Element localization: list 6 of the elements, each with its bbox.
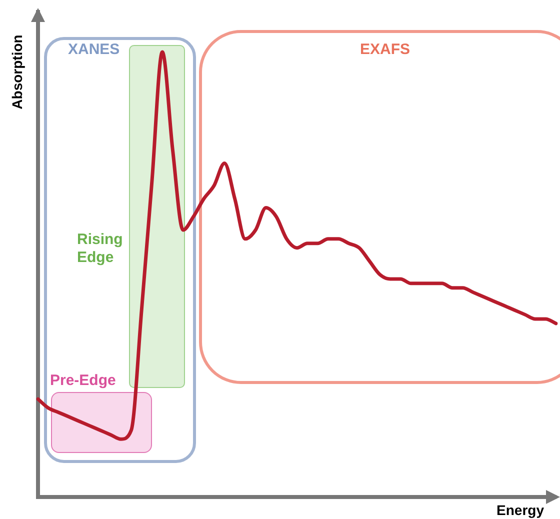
annotation: EXAFS (360, 41, 410, 58)
annotation: Pre-Edge (50, 372, 116, 389)
annotation: Rising Edge (77, 231, 124, 267)
y-axis-title: Absorption (8, 34, 25, 110)
x-axis-title: Energy (496, 502, 544, 518)
annotation: XANES (68, 41, 120, 58)
